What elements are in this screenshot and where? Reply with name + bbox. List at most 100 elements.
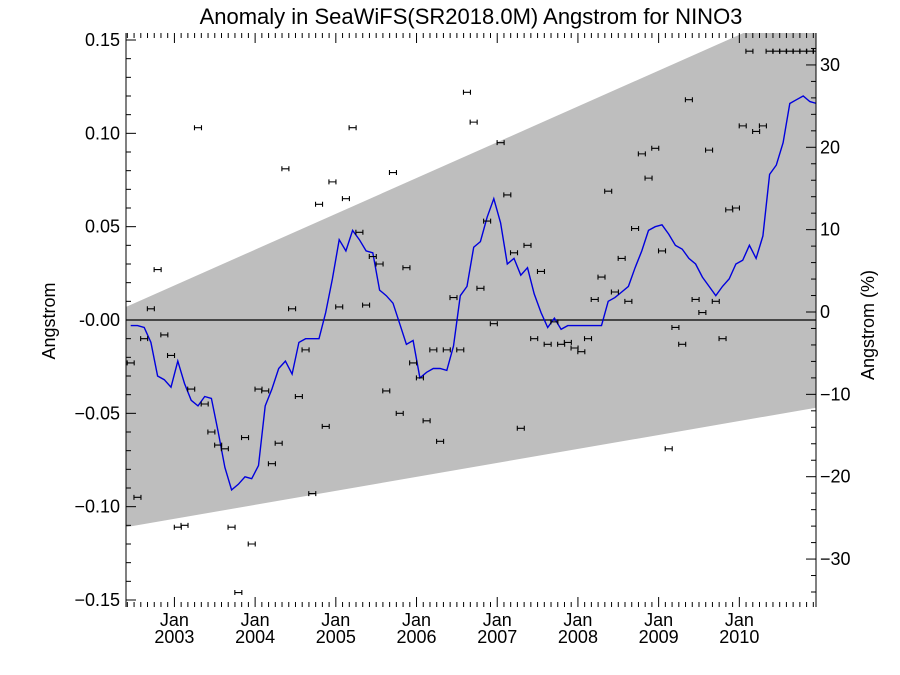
data-point (288, 306, 297, 312)
data-point (294, 394, 303, 400)
y2-tick-label: 10 (820, 220, 840, 240)
y2-tick-label: 20 (820, 137, 840, 157)
data-point (496, 140, 505, 146)
data-point (550, 319, 559, 325)
data-point (698, 310, 707, 316)
x-tick-label-year: 2005 (316, 627, 356, 647)
data-point (314, 201, 324, 207)
data-point (684, 97, 693, 103)
data-point (234, 590, 243, 596)
data-point (651, 145, 660, 151)
data-point (718, 336, 727, 342)
data-point (274, 440, 283, 446)
data-point (752, 128, 761, 134)
data-point (187, 386, 196, 392)
data-point (476, 285, 485, 291)
data-point (456, 347, 465, 353)
data-point (597, 274, 606, 280)
x-tick-label-month: Jan (563, 610, 592, 630)
x-tick-label-month: Jan (644, 610, 673, 630)
data-point (483, 218, 492, 224)
data-point (516, 425, 525, 431)
x-tick-label-month: Jan (483, 610, 512, 630)
data-point (530, 336, 539, 342)
data-point (375, 261, 384, 267)
y-axis-left: 0.15 0.10 0.05 -0.00 −0.05 −0.10 −0.15 (74, 30, 136, 610)
data-point (220, 446, 229, 452)
x-tick-label-month: Jan (725, 610, 754, 630)
data-point (543, 341, 552, 347)
data-point (308, 491, 317, 497)
y-axis-label: Angstrom (39, 282, 59, 359)
data-point (657, 248, 667, 254)
y-tick-label: −0.15 (74, 590, 120, 610)
y2-tick-label: 30 (820, 55, 840, 75)
data-point (335, 304, 344, 310)
x-axis: Jan2003Jan2004Jan2005Jan2006Jan2007Jan20… (126, 33, 814, 647)
data-point (664, 446, 673, 452)
data-point (160, 332, 169, 338)
x-tick-label-year: 2006 (397, 627, 437, 647)
trend-band (126, 33, 816, 528)
y-tick-label: −0.10 (74, 497, 120, 517)
data-point (583, 336, 593, 342)
y-axis-right: 30 20 10 0 −10 −20 −30 (806, 47, 851, 593)
y2-tick-label: −20 (820, 467, 851, 487)
x-tick-label-month: Jan (160, 610, 189, 630)
x-tick-label-year: 2008 (558, 627, 598, 647)
data-point (604, 188, 613, 194)
data-point (678, 341, 687, 347)
y2-tick-label: −30 (820, 549, 851, 569)
monthly-points-layer (126, 48, 816, 596)
data-point (173, 524, 182, 530)
data-point (711, 298, 720, 304)
data-point (563, 339, 572, 345)
data-point (382, 388, 391, 394)
data-point (637, 151, 646, 157)
data-point (146, 306, 155, 312)
data-point (509, 250, 519, 256)
data-point (738, 123, 747, 129)
data-point (610, 289, 619, 295)
data-point (166, 352, 176, 358)
x-tick-label-year: 2009 (639, 627, 679, 647)
data-point (402, 265, 411, 271)
y-tick-label: 0.05 (85, 217, 120, 237)
data-point (301, 347, 310, 353)
data-point (812, 48, 816, 54)
data-point (503, 192, 512, 198)
data-point (247, 541, 256, 547)
chart-title: Anomaly in SeaWiFS(SR2018.0M) Angstrom f… (200, 4, 743, 29)
data-point (422, 418, 431, 424)
data-point (436, 438, 445, 444)
data-point (240, 435, 250, 441)
data-point (705, 147, 714, 153)
x-tick-label-year: 2003 (154, 627, 194, 647)
data-point (469, 119, 478, 125)
y2-axis-label: Angstrom (%) (858, 270, 878, 380)
y-tick-label: 0.15 (85, 30, 120, 50)
data-point (355, 229, 364, 235)
data-point (523, 242, 532, 248)
data-point (731, 205, 740, 211)
data-point (409, 360, 418, 366)
data-point (624, 298, 633, 304)
data-point (415, 375, 424, 381)
data-point (631, 226, 640, 232)
x-tick-label-month: Jan (321, 610, 350, 630)
data-point (362, 302, 371, 308)
data-point (281, 166, 290, 172)
data-point (577, 349, 586, 355)
data-point (267, 461, 276, 467)
data-point (200, 401, 209, 407)
x-tick-label-month: Jan (402, 610, 431, 630)
data-point (745, 48, 754, 54)
data-point (442, 347, 451, 353)
y-tick-label: -0.00 (79, 310, 120, 330)
data-point (489, 321, 498, 327)
data-point (341, 196, 350, 202)
data-point (261, 388, 270, 394)
x-tick-label-year: 2004 (235, 627, 275, 647)
data-point (207, 429, 216, 435)
